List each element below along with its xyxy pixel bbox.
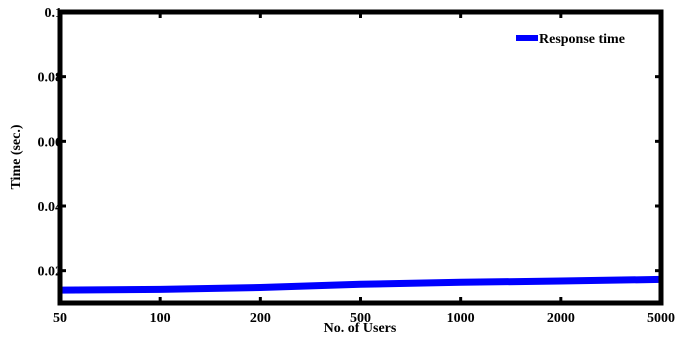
x-tick-labels: 50 100 200 500 1000 2000 5000 bbox=[53, 311, 675, 326]
x-tick-label-500: 500 bbox=[350, 311, 371, 326]
y-tick-label-0.08: 0.08 bbox=[38, 71, 63, 86]
x-axis-title: No. of Users bbox=[324, 321, 397, 336]
y-axis-title: Time (sec.) bbox=[9, 124, 24, 189]
legend-label-response-time: Response time bbox=[539, 32, 625, 47]
x-tick-label-50: 50 bbox=[53, 311, 67, 326]
series-layer bbox=[59, 275, 662, 294]
y-tick-label-0.02: 0.02 bbox=[38, 265, 63, 280]
x-tick-label-5000: 5000 bbox=[647, 311, 675, 326]
y-tick-label-0.1: 0.1 bbox=[45, 6, 63, 21]
y-tick-label-0.04: 0.04 bbox=[38, 200, 63, 215]
tick-marks bbox=[58, 10, 663, 303]
y-tick-labels: 0.02 0.04 0.06 0.08 0.1 bbox=[38, 6, 63, 280]
x-tick-label-2000: 2000 bbox=[547, 311, 575, 326]
x-tick-label-200: 200 bbox=[250, 311, 271, 326]
series-line-0 bbox=[59, 275, 662, 294]
y-tick-label-0.06: 0.06 bbox=[38, 135, 63, 150]
x-tick-label-1000: 1000 bbox=[447, 311, 475, 326]
x-tick-label-100: 100 bbox=[150, 311, 171, 326]
plot-frame bbox=[57, 9, 664, 306]
legend: Response time bbox=[516, 32, 625, 47]
